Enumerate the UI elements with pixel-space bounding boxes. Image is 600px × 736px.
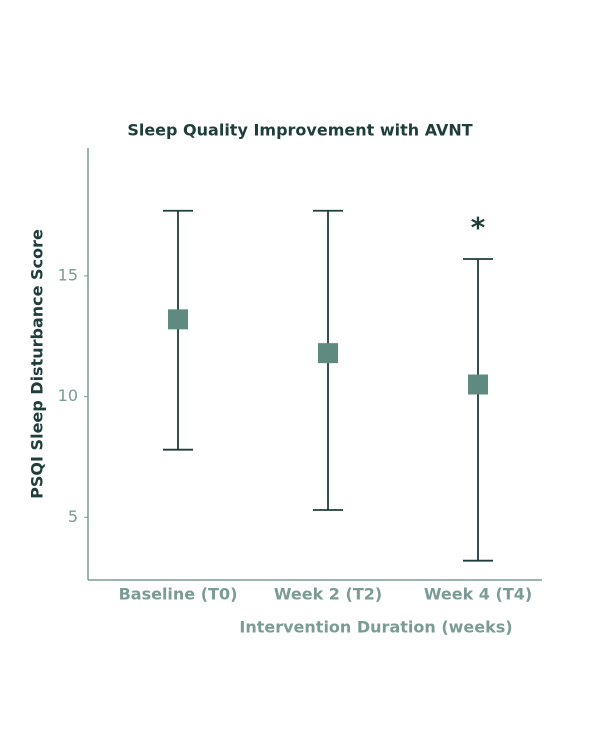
chart-title: Sleep Quality Improvement with AVNT [127, 121, 472, 140]
y-tick-label: 10 [58, 386, 78, 405]
y-tick-label: 15 [58, 265, 78, 284]
x-tick-label: Baseline (T0) [119, 585, 238, 604]
x-tick-label: Week 4 (T4) [424, 585, 532, 604]
y-tick-label: 5 [68, 507, 78, 526]
marker [318, 343, 338, 364]
annotation: * [471, 211, 486, 244]
x-tick-label: Week 2 (T2) [274, 585, 382, 604]
x-axis-label: Intervention Duration (weeks) [239, 618, 512, 637]
marker [168, 309, 188, 330]
y-axis-label: PSQI Sleep Disturbance Score [28, 229, 47, 499]
marker [468, 374, 488, 395]
